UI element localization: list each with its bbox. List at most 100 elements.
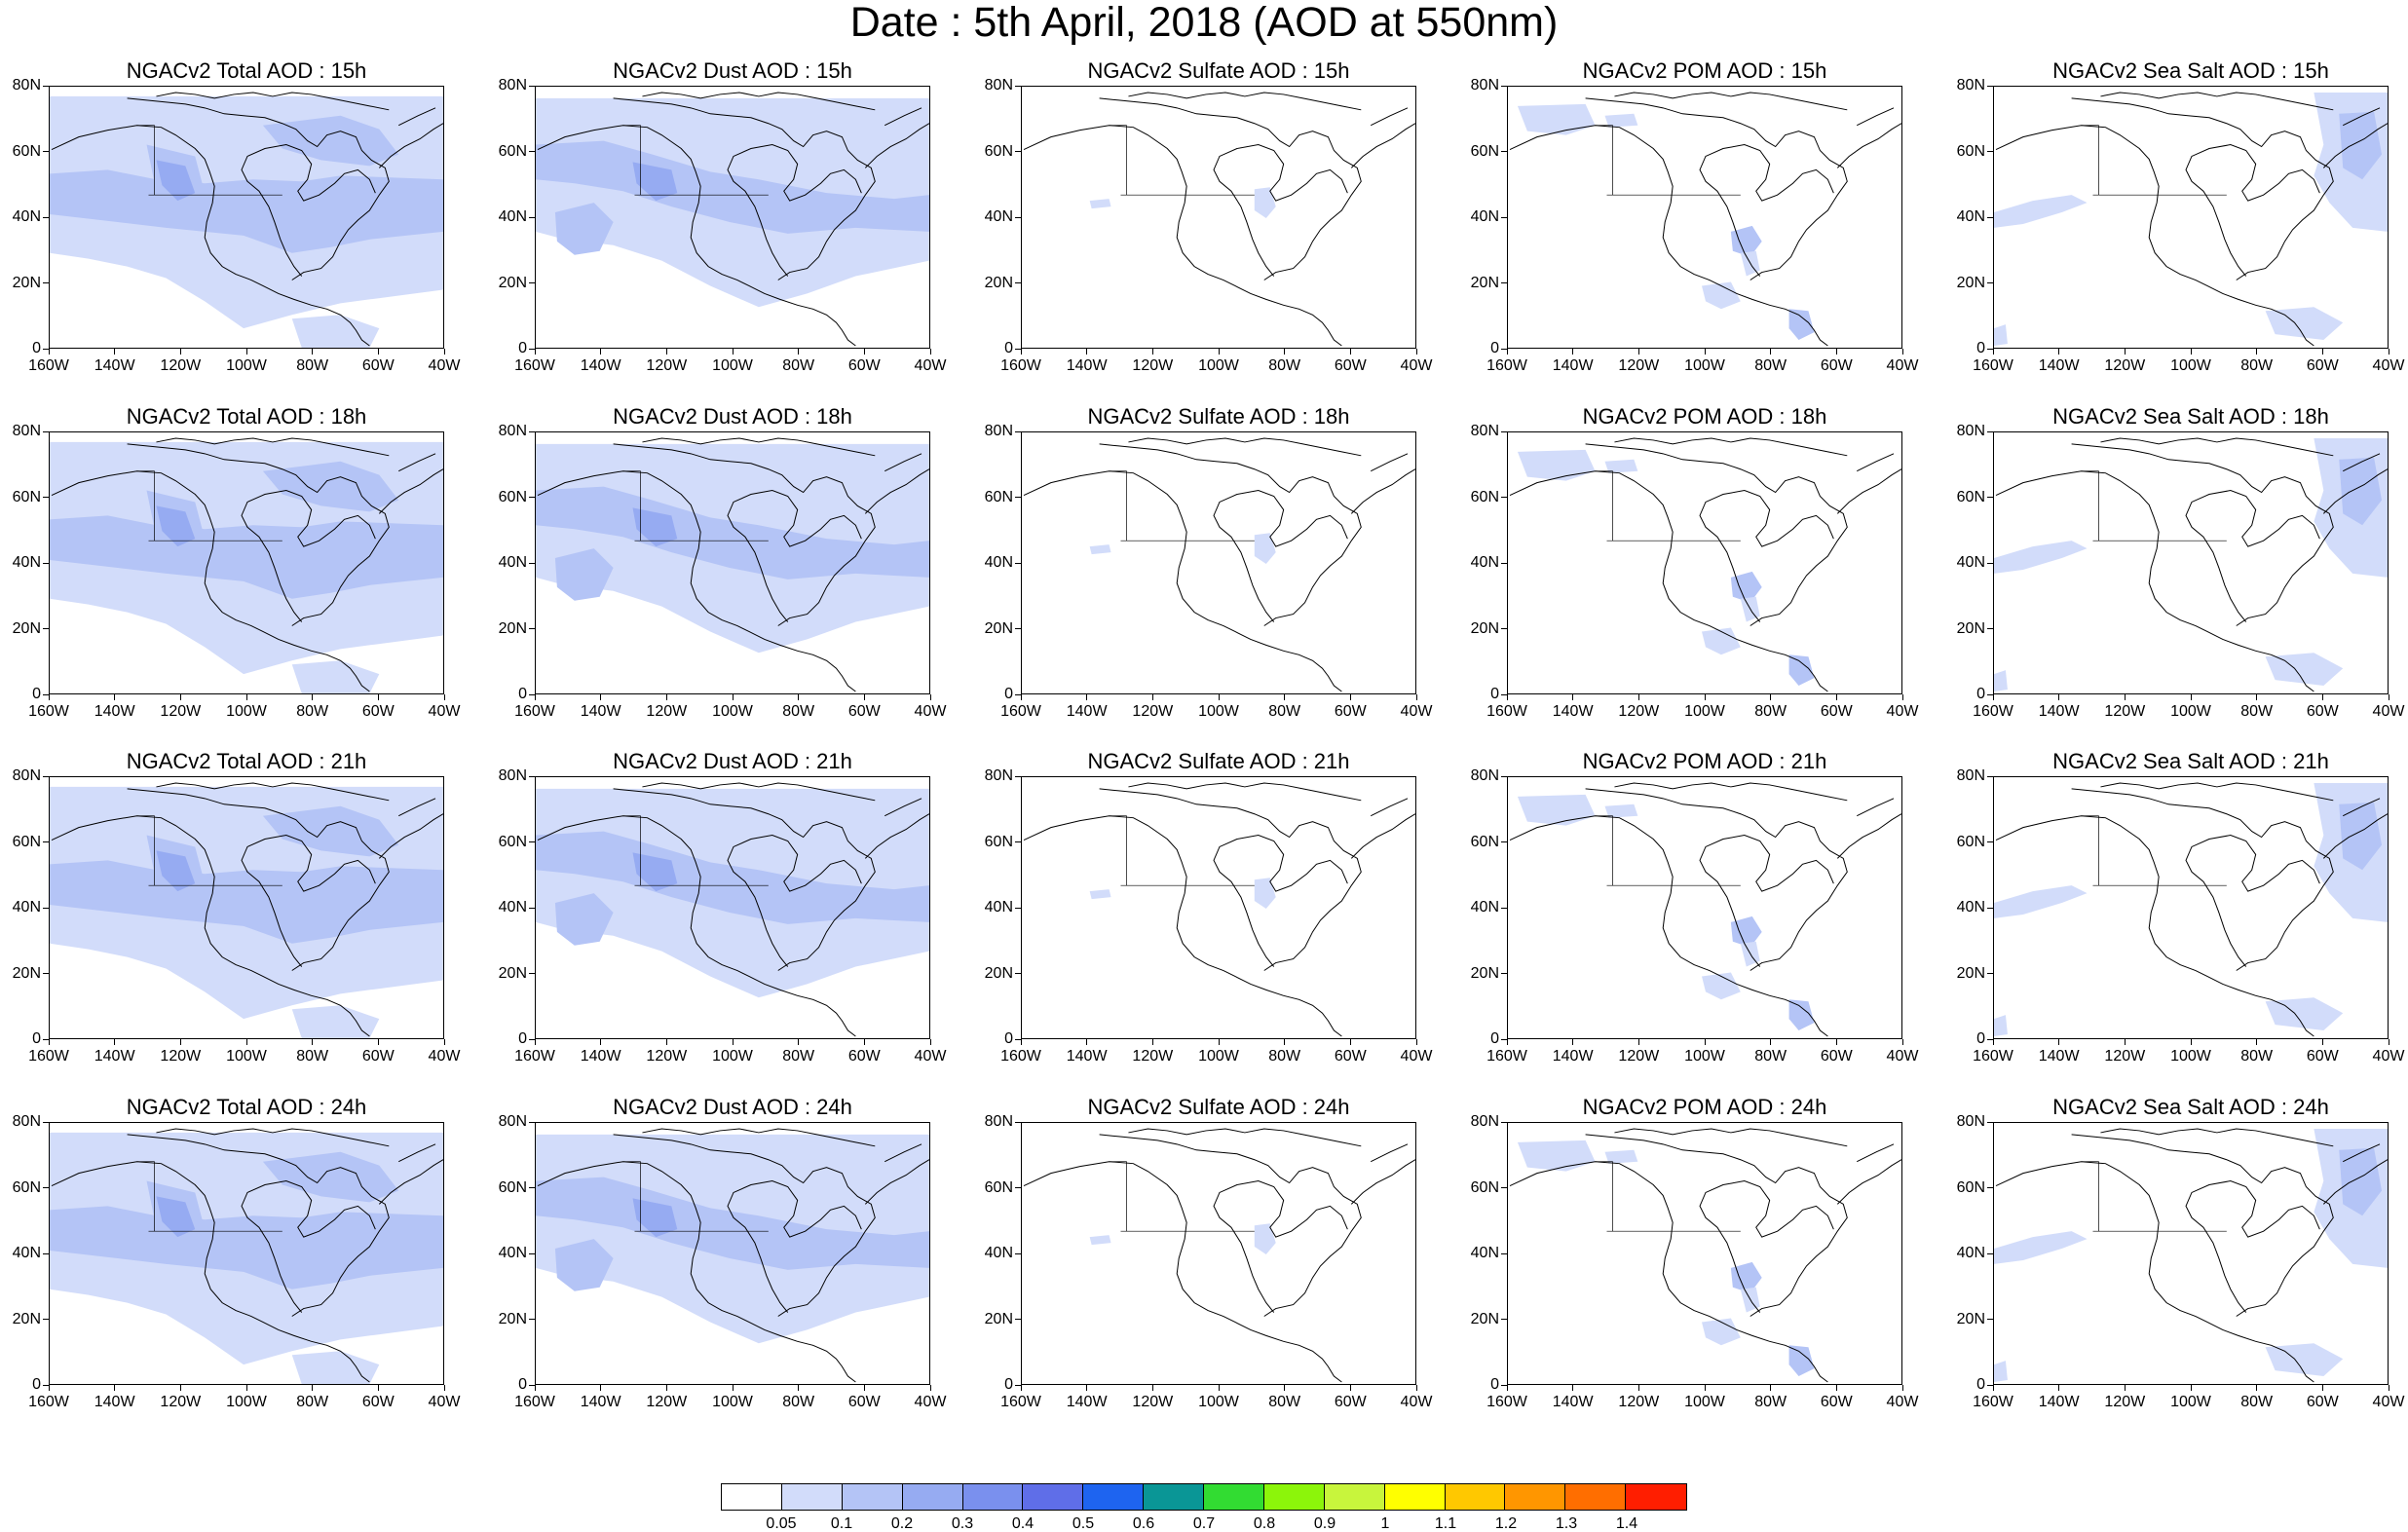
x-tick bbox=[1572, 1039, 1574, 1045]
x-tick bbox=[2256, 1039, 2258, 1045]
x-tick bbox=[312, 1385, 314, 1391]
x-tick-label: 160W bbox=[1973, 1394, 2013, 1410]
x-tick-label: 40W bbox=[428, 1394, 461, 1410]
y-tick-label: 20N bbox=[12, 1310, 41, 1327]
map-panel: NGACv2 Sea Salt AOD : 24h 80N 60N 40N 20N 0 16… bbox=[1944, 1093, 2408, 1414]
x-tick-label: 60W bbox=[847, 703, 881, 720]
aod-plume bbox=[1994, 885, 2088, 918]
x-tick-label: 160W bbox=[1000, 1394, 1041, 1410]
aod-plume bbox=[1994, 1015, 2008, 1037]
colorbar-label: 1.1 bbox=[1434, 1515, 1457, 1532]
x-tick-label: 140W bbox=[94, 1394, 135, 1410]
x-tick-label: 60W bbox=[361, 357, 395, 374]
y-tick bbox=[1987, 282, 1993, 283]
x-tick bbox=[1415, 1039, 1417, 1045]
aod-plume bbox=[1702, 281, 1741, 310]
y-tick-label: 60N bbox=[1470, 142, 1499, 160]
x-tick-label: 40W bbox=[2372, 357, 2405, 374]
y-tick-label: 40N bbox=[984, 208, 1013, 225]
x-tick-label: 160W bbox=[1000, 357, 1041, 374]
y-tick-label: 0 bbox=[32, 340, 41, 356]
aod-plume bbox=[1517, 1140, 1596, 1172]
country-border bbox=[1109, 1161, 1255, 1232]
x-tick bbox=[1349, 349, 1351, 355]
x-tick bbox=[1415, 349, 1417, 355]
coastline bbox=[537, 437, 929, 692]
y-tick bbox=[1015, 693, 1021, 695]
x-tick-label: 80W bbox=[296, 357, 329, 374]
x-tick bbox=[1349, 1039, 1351, 1045]
x-tick bbox=[600, 694, 602, 700]
y-tick-label: 40N bbox=[1470, 1245, 1499, 1261]
y-tick bbox=[1987, 693, 1993, 695]
x-tick-label: 140W bbox=[2038, 703, 2080, 720]
aod-plume bbox=[156, 850, 196, 892]
x-tick bbox=[1770, 1385, 1772, 1391]
y-tick bbox=[43, 1384, 49, 1386]
y-tick-label: 80N bbox=[498, 1113, 527, 1130]
x-tick bbox=[1020, 694, 1022, 700]
x-tick bbox=[312, 694, 314, 700]
coastline bbox=[51, 782, 443, 1037]
map-plot bbox=[49, 1122, 444, 1385]
y-tick-label: 80N bbox=[1470, 767, 1499, 784]
x-tick-label: 140W bbox=[1066, 703, 1108, 720]
y-tick bbox=[529, 348, 535, 350]
x-tick-label: 60W bbox=[361, 1394, 395, 1410]
x-tick bbox=[798, 1039, 800, 1045]
colorbar-label: 1.2 bbox=[1494, 1515, 1518, 1532]
y-tick-label: 80N bbox=[1470, 1113, 1499, 1130]
x-tick-label: 120W bbox=[1132, 1048, 1174, 1065]
y-tick-label: 80N bbox=[1470, 423, 1499, 439]
panel-title: NGACv2 POM AOD : 21h bbox=[1582, 749, 1827, 773]
x-tick-label: 120W bbox=[160, 703, 202, 720]
x-tick-label: 80W bbox=[296, 703, 329, 720]
x-tick bbox=[1086, 1039, 1088, 1045]
colorbar-cell bbox=[1445, 1484, 1506, 1510]
aod-plume bbox=[1254, 878, 1276, 909]
x-tick-label: 40W bbox=[1400, 1394, 1433, 1410]
x-tick bbox=[1637, 694, 1639, 700]
aod-plume bbox=[156, 505, 196, 547]
coastline bbox=[1995, 92, 2388, 347]
x-tick bbox=[48, 694, 50, 700]
y-tick-label: 40N bbox=[984, 1245, 1013, 1261]
colorbar-label: 1.4 bbox=[1615, 1515, 1638, 1532]
x-tick-label: 40W bbox=[1400, 1048, 1433, 1065]
x-tick-label: 100W bbox=[226, 357, 267, 374]
y-tick bbox=[1015, 1319, 1021, 1320]
y-tick bbox=[1501, 973, 1507, 974]
aod-plume bbox=[1604, 1149, 1638, 1164]
y-tick-label: 0 bbox=[1976, 1376, 1985, 1393]
x-tick bbox=[732, 694, 734, 700]
y-tick bbox=[529, 1187, 535, 1188]
x-tick bbox=[1572, 349, 1574, 355]
x-tick-label: 80W bbox=[1268, 703, 1301, 720]
x-tick-label: 80W bbox=[1754, 1048, 1787, 1065]
x-tick bbox=[600, 1385, 602, 1391]
x-tick bbox=[732, 349, 734, 355]
aod-plume bbox=[1730, 915, 1762, 948]
y-tick bbox=[43, 1319, 49, 1320]
y-tick-label: 20N bbox=[1956, 1310, 1985, 1327]
y-tick-label: 40N bbox=[1470, 208, 1499, 225]
x-tick-label: 140W bbox=[2038, 357, 2080, 374]
aod-plume bbox=[1788, 1345, 1815, 1377]
x-tick bbox=[1506, 349, 1508, 355]
x-tick-label: 120W bbox=[646, 703, 688, 720]
y-tick-label: 40N bbox=[1956, 1245, 1985, 1261]
x-tick-label: 100W bbox=[1684, 1048, 1725, 1065]
coastline bbox=[1023, 92, 1415, 347]
x-tick-label: 160W bbox=[1486, 1394, 1527, 1410]
panel-title: NGACv2 Total AOD : 21h bbox=[126, 749, 367, 773]
y-tick bbox=[1015, 1038, 1021, 1040]
x-tick-label: 160W bbox=[514, 1048, 555, 1065]
map-plot bbox=[49, 431, 444, 694]
map-plot bbox=[1507, 431, 1902, 694]
coastline bbox=[1509, 437, 1901, 692]
x-tick-label: 40W bbox=[1400, 357, 1433, 374]
x-tick-label: 80W bbox=[2240, 357, 2274, 374]
x-tick bbox=[534, 349, 536, 355]
y-tick bbox=[1015, 775, 1021, 777]
colorbar-label: 0.4 bbox=[1011, 1515, 1035, 1532]
